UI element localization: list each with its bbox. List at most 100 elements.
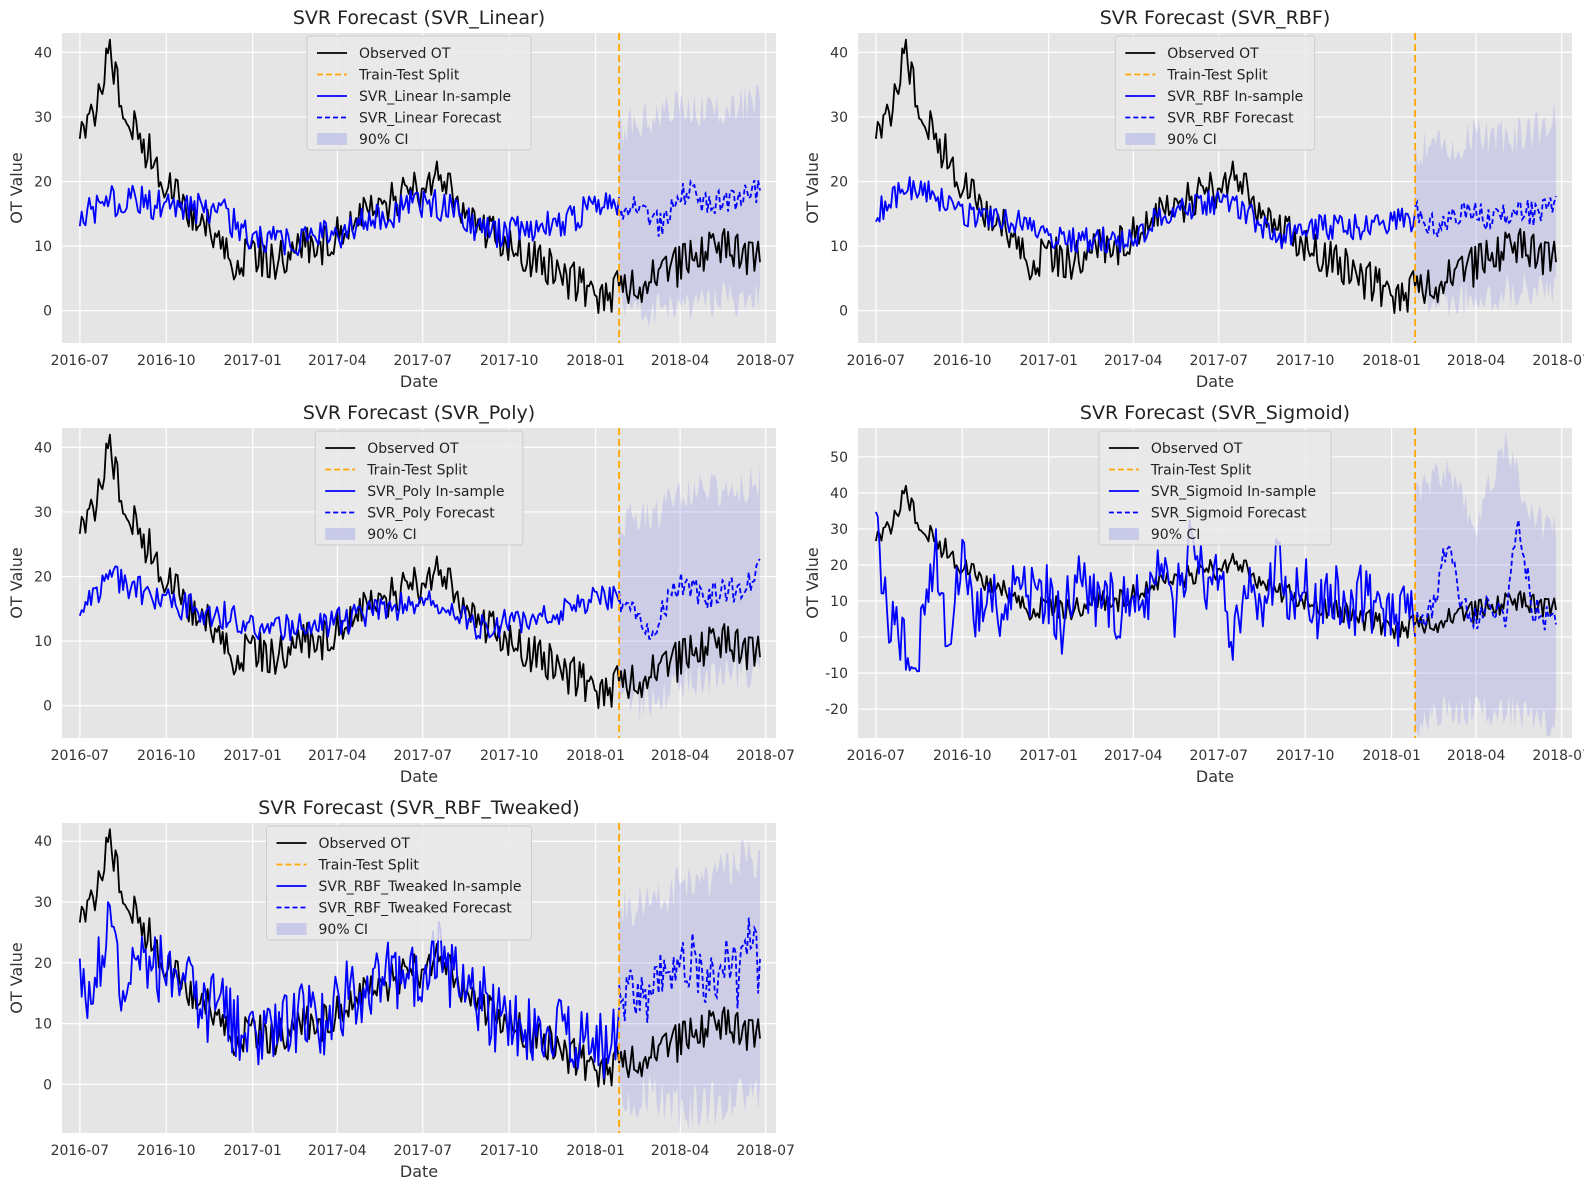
- x-tick-label: 2017-01: [223, 353, 282, 369]
- forecast-line: [1414, 195, 1557, 238]
- y-tick-label: 10: [34, 239, 52, 255]
- legend-entry: Train-Test Split: [366, 463, 468, 479]
- x-tick-label: 2017-01: [223, 1143, 282, 1159]
- legend-entry: SVR_RBF In-sample: [1167, 89, 1303, 105]
- legend-entry: Observed OT: [319, 836, 411, 852]
- legend-entry: 90% CI: [1167, 132, 1216, 148]
- series-layer: [78, 828, 761, 1133]
- x-tick-label: 2018-04: [1447, 353, 1506, 369]
- x-tick-label: 2017-07: [394, 1143, 453, 1159]
- forecast-line: [618, 558, 761, 641]
- y-tick-label: 0: [43, 699, 52, 715]
- x-tick-label: 2017-10: [1276, 748, 1335, 764]
- ci-band: [1415, 101, 1556, 320]
- x-tick-label: 2018-01: [566, 353, 625, 369]
- x-tick-label: 2018-04: [651, 353, 710, 369]
- x-tick-label: 2018-01: [1362, 748, 1421, 764]
- x-tick-label: 2018-07: [1532, 353, 1584, 369]
- chart-title: SVR Forecast (SVR_Poly): [303, 402, 535, 424]
- x-tick-label: 2017-07: [1190, 748, 1249, 764]
- x-tick-label: 2017-10: [480, 1143, 539, 1159]
- y-tick-label: -10: [825, 666, 848, 682]
- legend-entry: SVR_Linear Forecast: [359, 111, 502, 127]
- x-tick-label: 2016-07: [51, 748, 110, 764]
- y-tick-label: 20: [830, 558, 848, 574]
- legend-entry: Train-Test Split: [1166, 68, 1268, 84]
- x-tick-label: 2017-01: [223, 748, 282, 764]
- y-tick-label: 20: [34, 956, 52, 972]
- x-tick-label: 2018-04: [1447, 748, 1506, 764]
- y-tick-label: -20: [825, 702, 848, 718]
- legend-entry: Observed OT: [1167, 46, 1259, 62]
- legend-entry: SVR_Poly In-sample: [367, 484, 504, 500]
- legend-swatch: [1108, 528, 1139, 540]
- x-tick-label: 2016-07: [51, 353, 110, 369]
- chart-title: SVR Forecast (SVR_RBF_Tweaked): [258, 797, 579, 819]
- x-tick-label: 2018-07: [736, 1143, 795, 1159]
- legend-entry: 90% CI: [367, 527, 416, 543]
- forecast-line: [618, 178, 761, 237]
- x-tick-label: 2018-07: [736, 353, 795, 369]
- legend-entry: 90% CI: [1151, 527, 1200, 543]
- chart-panel-3: 0 10 20 30 40 2016-07 2016-10 2017-01 2017-04 201…: [7, 402, 795, 786]
- insample-line: [875, 511, 1416, 673]
- insample-line: [78, 184, 620, 257]
- chart-panel-1: 0 10 20 30 40 2016-07 2016-10 2017-01 2017-04 201…: [7, 7, 795, 391]
- chart-title: SVR Forecast (SVR_RBF): [1100, 7, 1331, 29]
- legend-entry: 90% CI: [359, 132, 408, 148]
- x-tick-label: 2016-07: [847, 353, 906, 369]
- y-tick-label: 10: [830, 239, 848, 255]
- legend: Observed OT Train-Test Split SVR_Sigmoid I…: [1098, 430, 1332, 546]
- x-tick-label: 2018-01: [566, 748, 625, 764]
- legend-entry: SVR_RBF_Tweaked In-sample: [319, 879, 522, 895]
- y-tick-label: 10: [34, 1017, 52, 1033]
- x-tick-label: 2018-01: [566, 1143, 625, 1159]
- y-tick-label: 0: [43, 1077, 52, 1093]
- legend-entry: Observed OT: [359, 46, 451, 62]
- y-tick-label: 40: [34, 834, 52, 850]
- y-tick-label: 10: [830, 594, 848, 610]
- legend-entry: SVR_Sigmoid Forecast: [1151, 506, 1307, 522]
- x-tick-label: 2017-04: [1104, 748, 1163, 764]
- y-tick-label: 50: [830, 450, 848, 466]
- x-tick-label: 2017-01: [1019, 353, 1078, 369]
- x-tick-label: 2017-04: [308, 1143, 367, 1159]
- legend-box: [266, 825, 532, 941]
- y-tick-label: 0: [839, 630, 848, 646]
- x-tick-label: 2017-10: [1276, 353, 1335, 369]
- legend-entry: SVR_RBF Forecast: [1167, 111, 1294, 127]
- x-tick-label: 2018-07: [736, 748, 795, 764]
- x-tick-label: 2017-07: [1190, 353, 1249, 369]
- observed-line: [78, 828, 761, 1088]
- x-tick-label: 2017-01: [1019, 748, 1078, 764]
- x-tick-label: 2017-07: [394, 748, 453, 764]
- x-tick-label: 2017-04: [308, 748, 367, 764]
- x-tick-label: 2016-10: [933, 353, 992, 369]
- insample-line: [78, 565, 620, 642]
- legend-entry: 90% CI: [319, 922, 368, 938]
- chart-title: SVR Forecast (SVR_Sigmoid): [1080, 402, 1350, 424]
- x-tick-label: 2017-07: [394, 353, 453, 369]
- series-layer: [875, 38, 1557, 320]
- y-tick-label: 30: [34, 895, 52, 911]
- x-tick-label: 2018-01: [1362, 353, 1421, 369]
- y-axis-label: OT Value: [7, 942, 26, 1013]
- legend-box: [1114, 35, 1316, 151]
- x-tick-label: 2016-10: [933, 748, 992, 764]
- series-layer: [875, 432, 1557, 738]
- y-tick-label: 40: [34, 440, 52, 456]
- y-axis-label: OT Value: [803, 152, 822, 223]
- legend-entry: Observed OT: [1151, 441, 1243, 457]
- insample-line: [78, 901, 620, 1080]
- legend-entry: Train-Test Split: [318, 858, 420, 874]
- x-tick-label: 2016-10: [137, 748, 196, 764]
- legend-swatch: [325, 528, 356, 540]
- y-tick-label: 30: [34, 505, 52, 521]
- legend-entry: Train-Test Split: [1150, 463, 1252, 479]
- ci-band: [1415, 432, 1556, 738]
- forecast-line: [618, 917, 761, 1023]
- x-tick-label: 2016-10: [137, 1143, 196, 1159]
- legend: Observed OT Train-Test Split SVR_Linear In…: [306, 35, 532, 151]
- x-tick-label: 2016-07: [847, 748, 906, 764]
